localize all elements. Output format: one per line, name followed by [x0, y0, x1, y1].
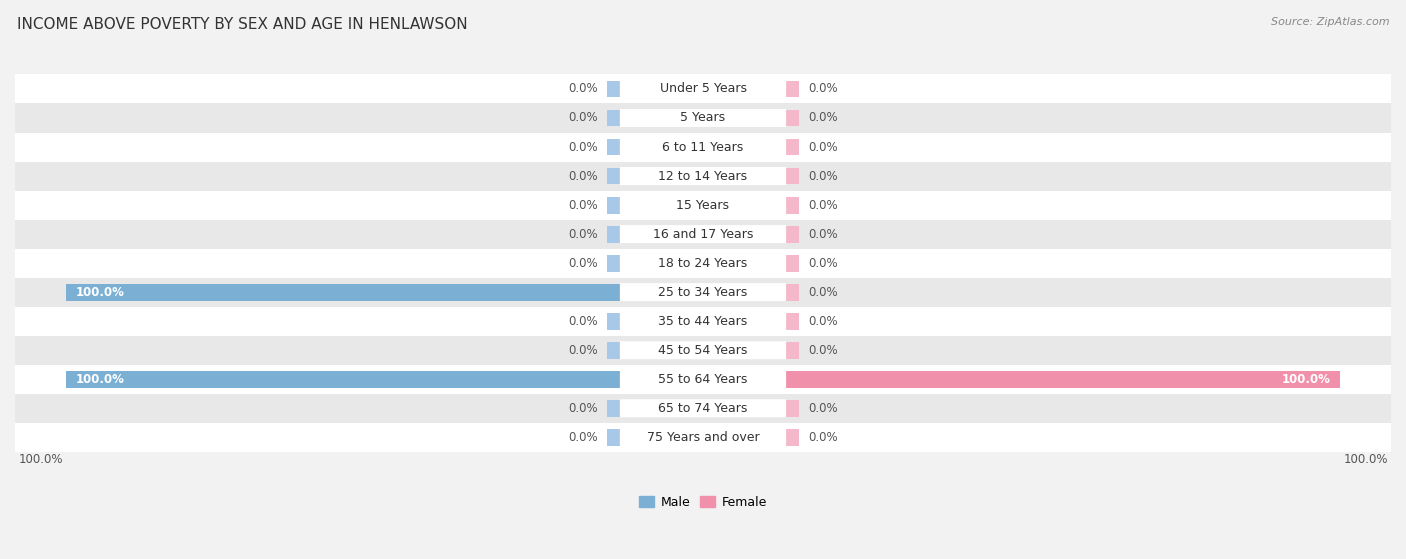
- FancyBboxPatch shape: [620, 167, 786, 185]
- FancyBboxPatch shape: [620, 254, 786, 272]
- Text: 0.0%: 0.0%: [568, 228, 598, 240]
- Bar: [703, 110, 799, 126]
- Text: 18 to 24 Years: 18 to 24 Years: [658, 257, 748, 269]
- Text: 0.0%: 0.0%: [808, 286, 838, 299]
- Text: 0.0%: 0.0%: [568, 431, 598, 444]
- Text: 5 Years: 5 Years: [681, 111, 725, 125]
- Bar: [15, 74, 1391, 103]
- Bar: [607, 255, 703, 272]
- Text: 0.0%: 0.0%: [568, 344, 598, 357]
- Text: 100.0%: 100.0%: [1282, 373, 1330, 386]
- Text: 0.0%: 0.0%: [568, 198, 598, 212]
- Bar: [703, 139, 799, 155]
- Text: 0.0%: 0.0%: [568, 402, 598, 415]
- Bar: [15, 162, 1391, 191]
- Text: 12 to 14 Years: 12 to 14 Years: [658, 169, 748, 183]
- Text: 0.0%: 0.0%: [808, 344, 838, 357]
- Text: 6 to 11 Years: 6 to 11 Years: [662, 140, 744, 154]
- Bar: [607, 429, 703, 446]
- Text: 0.0%: 0.0%: [808, 257, 838, 269]
- Bar: [703, 371, 1340, 388]
- FancyBboxPatch shape: [620, 283, 786, 301]
- FancyBboxPatch shape: [620, 370, 786, 389]
- Bar: [607, 110, 703, 126]
- Bar: [15, 394, 1391, 423]
- Bar: [703, 313, 799, 330]
- FancyBboxPatch shape: [620, 341, 786, 359]
- Text: 0.0%: 0.0%: [808, 169, 838, 183]
- Text: 15 Years: 15 Years: [676, 198, 730, 212]
- Bar: [607, 342, 703, 359]
- Text: 0.0%: 0.0%: [568, 140, 598, 154]
- Bar: [703, 197, 799, 214]
- Text: 0.0%: 0.0%: [808, 198, 838, 212]
- Bar: [703, 80, 799, 97]
- Bar: [607, 139, 703, 155]
- Bar: [15, 249, 1391, 278]
- Bar: [15, 220, 1391, 249]
- Text: 100.0%: 100.0%: [1343, 453, 1388, 466]
- Text: 0.0%: 0.0%: [808, 315, 838, 328]
- Bar: [607, 226, 703, 243]
- Text: Source: ZipAtlas.com: Source: ZipAtlas.com: [1271, 17, 1389, 27]
- Bar: [607, 80, 703, 97]
- Text: 0.0%: 0.0%: [568, 111, 598, 125]
- Text: 0.0%: 0.0%: [808, 140, 838, 154]
- FancyBboxPatch shape: [620, 80, 786, 98]
- Bar: [703, 342, 799, 359]
- Bar: [15, 423, 1391, 452]
- Text: 100.0%: 100.0%: [18, 453, 63, 466]
- Text: 0.0%: 0.0%: [568, 315, 598, 328]
- FancyBboxPatch shape: [620, 109, 786, 127]
- Bar: [703, 400, 799, 416]
- Text: 35 to 44 Years: 35 to 44 Years: [658, 315, 748, 328]
- Bar: [703, 284, 799, 301]
- Bar: [15, 191, 1391, 220]
- Text: 55 to 64 Years: 55 to 64 Years: [658, 373, 748, 386]
- Text: 0.0%: 0.0%: [808, 228, 838, 240]
- Bar: [15, 336, 1391, 364]
- FancyBboxPatch shape: [620, 196, 786, 214]
- Text: 100.0%: 100.0%: [76, 373, 124, 386]
- FancyBboxPatch shape: [620, 399, 786, 417]
- Bar: [15, 364, 1391, 394]
- Text: 0.0%: 0.0%: [808, 431, 838, 444]
- Text: 0.0%: 0.0%: [808, 83, 838, 96]
- Bar: [15, 103, 1391, 132]
- Bar: [607, 197, 703, 214]
- Legend: Male, Female: Male, Female: [634, 491, 772, 514]
- Bar: [66, 284, 703, 301]
- Text: 25 to 34 Years: 25 to 34 Years: [658, 286, 748, 299]
- Text: Under 5 Years: Under 5 Years: [659, 83, 747, 96]
- Bar: [15, 278, 1391, 307]
- Bar: [15, 132, 1391, 162]
- Text: 65 to 74 Years: 65 to 74 Years: [658, 402, 748, 415]
- Bar: [607, 400, 703, 416]
- Bar: [607, 313, 703, 330]
- Text: 16 and 17 Years: 16 and 17 Years: [652, 228, 754, 240]
- Text: 45 to 54 Years: 45 to 54 Years: [658, 344, 748, 357]
- Text: 100.0%: 100.0%: [76, 286, 124, 299]
- Text: 0.0%: 0.0%: [568, 83, 598, 96]
- Bar: [703, 168, 799, 184]
- Text: 75 Years and over: 75 Years and over: [647, 431, 759, 444]
- Text: 0.0%: 0.0%: [568, 169, 598, 183]
- Bar: [607, 168, 703, 184]
- Text: 0.0%: 0.0%: [808, 402, 838, 415]
- FancyBboxPatch shape: [620, 225, 786, 243]
- Text: 0.0%: 0.0%: [808, 111, 838, 125]
- FancyBboxPatch shape: [620, 428, 786, 446]
- Bar: [66, 371, 703, 388]
- Text: 0.0%: 0.0%: [568, 257, 598, 269]
- FancyBboxPatch shape: [620, 138, 786, 156]
- FancyBboxPatch shape: [620, 312, 786, 330]
- Bar: [703, 429, 799, 446]
- Bar: [15, 307, 1391, 336]
- Text: INCOME ABOVE POVERTY BY SEX AND AGE IN HENLAWSON: INCOME ABOVE POVERTY BY SEX AND AGE IN H…: [17, 17, 468, 32]
- Bar: [703, 226, 799, 243]
- Bar: [703, 255, 799, 272]
